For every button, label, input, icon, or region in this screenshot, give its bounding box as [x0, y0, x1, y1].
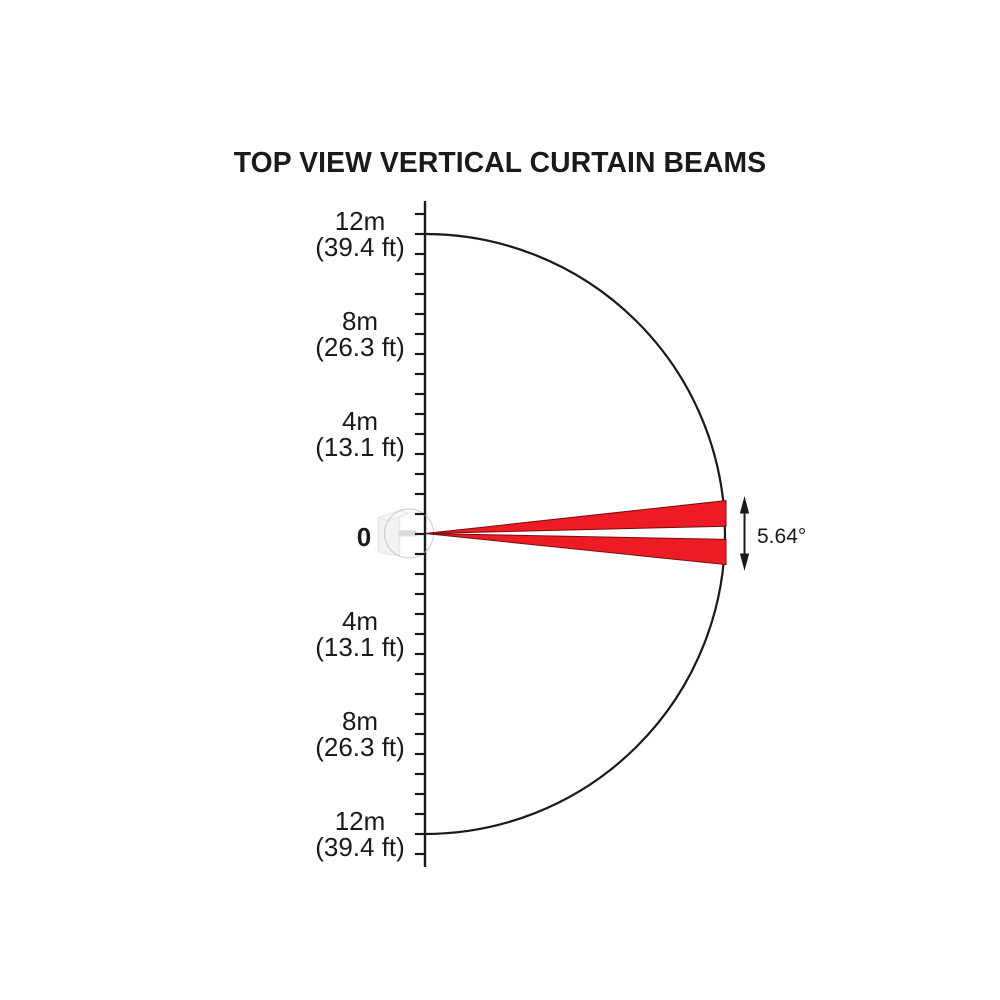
svg-text:TOP VIEW VERTICAL CURTAIN BEAM: TOP VIEW VERTICAL CURTAIN BEAMS — [234, 146, 766, 178]
svg-text:(39.4 ft): (39.4 ft) — [315, 232, 405, 262]
svg-text:(26.3 ft): (26.3 ft) — [315, 332, 405, 362]
svg-text:5.64°: 5.64° — [757, 525, 806, 548]
svg-text:(13.1 ft): (13.1 ft) — [315, 632, 405, 662]
svg-text:(13.1 ft): (13.1 ft) — [315, 432, 405, 462]
svg-text:(39.4 ft): (39.4 ft) — [315, 832, 405, 862]
svg-text:(26.3 ft): (26.3 ft) — [315, 732, 405, 762]
svg-text:0: 0 — [357, 522, 371, 552]
